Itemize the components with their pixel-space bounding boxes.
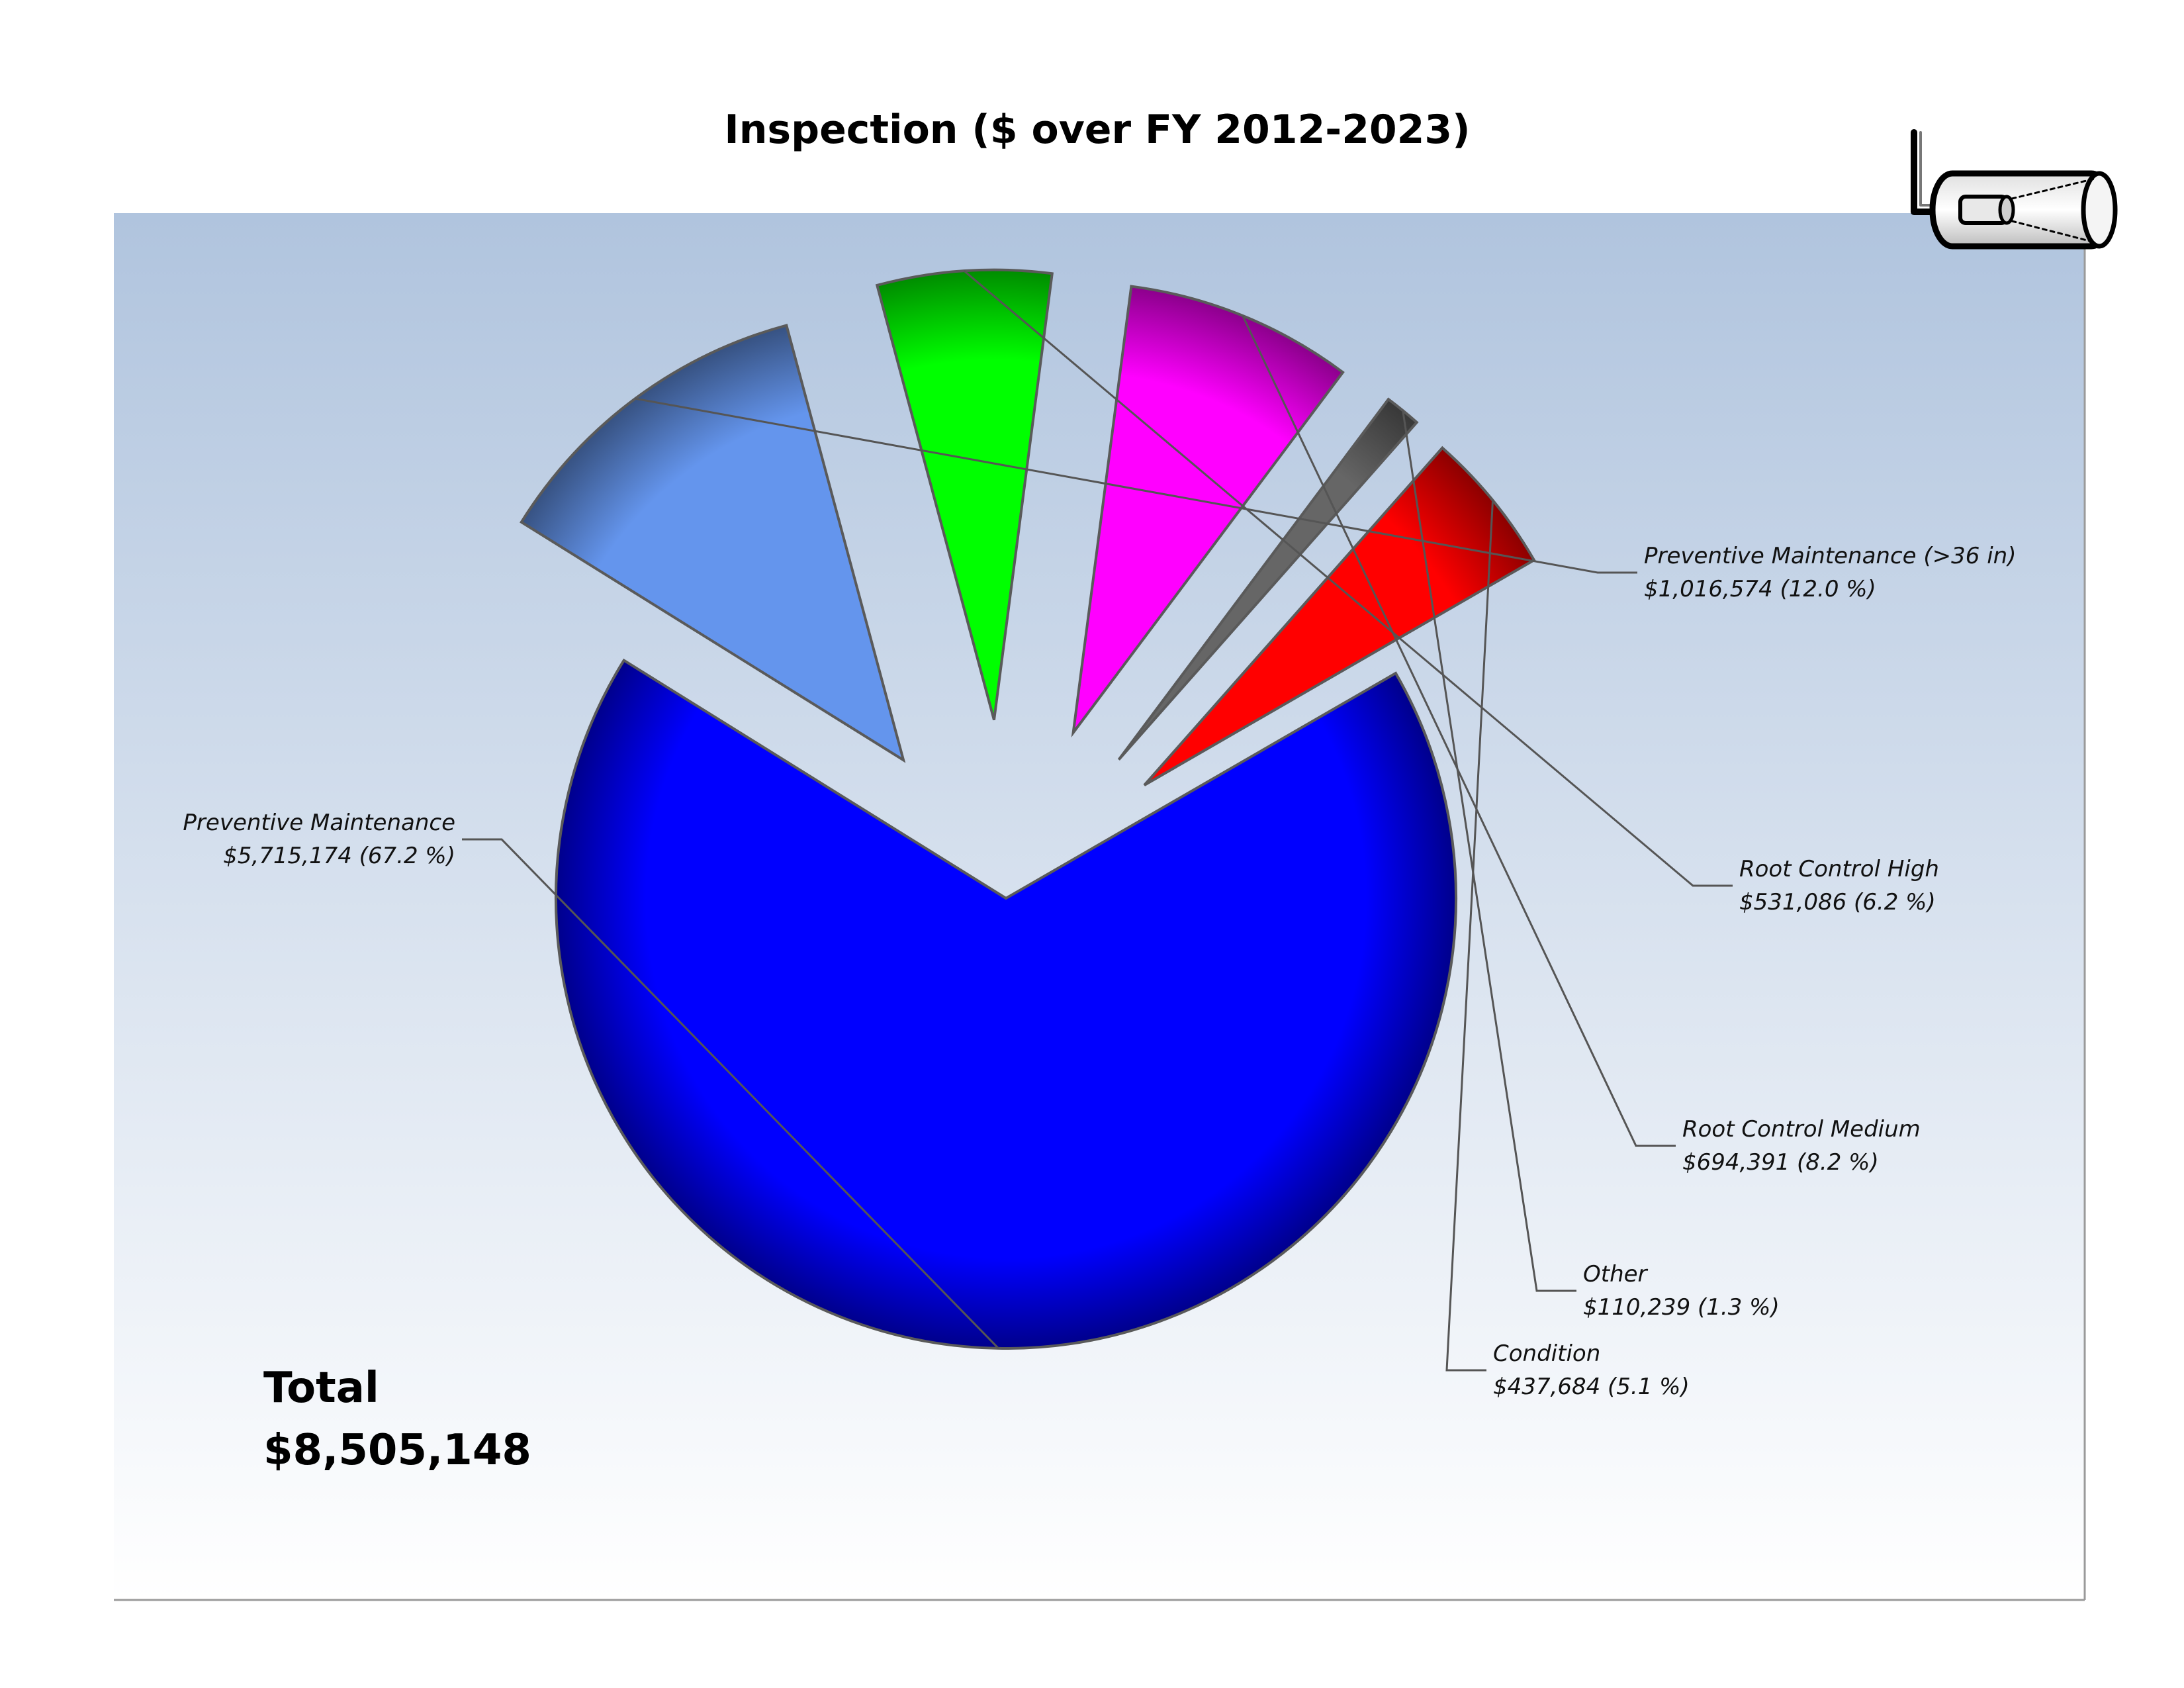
leader-line [1402,410,1576,1292]
leader-line [1445,500,1494,1372]
slice-label: Preventive Maintenance [183,810,455,836]
slice-value-label: $110,239 (1.3 %) [1583,1294,1780,1321]
pie-slices [520,268,1536,1350]
total-label: Total [263,1364,379,1413]
leader-line [963,269,1733,887]
slice-label: Other [1583,1261,1649,1288]
leader-line [635,397,1637,574]
slice-value-label: $5,715,174 (67.2 %) [223,843,455,869]
slice-label: Root Control Medium [1682,1116,1921,1143]
slice-label: Preventive Maintenance (>36 in) [1644,543,2016,569]
slice-label: Root Control High [1739,856,1939,882]
slice-value-label: $531,086 (6.2 %) [1739,889,1936,915]
slice-value-label: $437,684 (5.1 %) [1493,1374,1690,1400]
slice-value-label: $694,391 (8.2 %) [1682,1149,1879,1176]
leader-line [1242,315,1676,1147]
slice-value-label: $1,016,574 (12.0 %) [1644,576,1876,602]
pie-slice-other [1117,397,1419,761]
slice-labels: Preventive Maintenance $5,715,174 (67.2 %… [183,543,2016,1400]
pie-slice-preventive-maintenance-36-in [520,324,906,763]
leader-line [462,838,999,1349]
chart-title: Inspection ($ over FY 2012-2023) [724,107,1470,153]
total-value: $8,505,148 [263,1426,531,1475]
pipe-inspection-camera-icon [1911,129,2118,250]
leader-lines [462,269,1733,1372]
slice-label: Condition [1493,1340,1600,1367]
